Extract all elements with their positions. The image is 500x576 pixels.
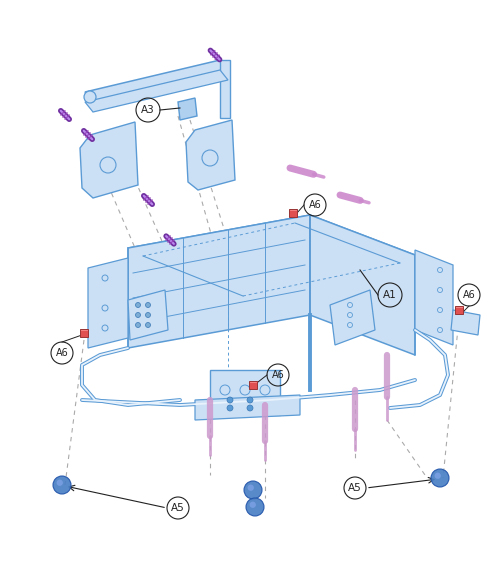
Polygon shape [451, 310, 480, 335]
Polygon shape [330, 290, 375, 345]
Circle shape [136, 302, 140, 308]
Circle shape [84, 91, 96, 103]
Polygon shape [85, 70, 228, 112]
Polygon shape [330, 290, 375, 345]
Polygon shape [186, 120, 235, 190]
Polygon shape [210, 370, 280, 415]
Polygon shape [128, 215, 415, 288]
Polygon shape [88, 258, 128, 348]
Polygon shape [415, 250, 453, 345]
Circle shape [53, 476, 71, 494]
Circle shape [146, 302, 150, 308]
Circle shape [56, 480, 63, 486]
Polygon shape [85, 60, 228, 102]
Polygon shape [310, 215, 415, 355]
Polygon shape [186, 120, 235, 190]
FancyBboxPatch shape [455, 306, 463, 314]
Polygon shape [220, 60, 230, 118]
Polygon shape [128, 290, 168, 340]
FancyBboxPatch shape [289, 209, 297, 217]
Text: A6: A6 [272, 370, 284, 380]
Circle shape [247, 405, 253, 411]
Polygon shape [128, 215, 415, 288]
Circle shape [227, 405, 233, 411]
Polygon shape [80, 122, 138, 198]
Polygon shape [85, 60, 228, 102]
Text: A5: A5 [171, 503, 185, 513]
Circle shape [247, 397, 253, 403]
FancyBboxPatch shape [80, 329, 88, 337]
Polygon shape [80, 122, 138, 198]
Text: A3: A3 [141, 105, 155, 115]
Polygon shape [178, 98, 197, 120]
Circle shape [146, 313, 150, 317]
Circle shape [248, 484, 254, 491]
Polygon shape [415, 250, 453, 345]
Circle shape [431, 469, 449, 487]
Text: A1: A1 [383, 290, 397, 300]
Circle shape [246, 498, 264, 516]
Circle shape [244, 481, 262, 499]
Circle shape [136, 323, 140, 328]
FancyBboxPatch shape [249, 381, 257, 389]
Polygon shape [220, 60, 230, 118]
Polygon shape [210, 370, 280, 415]
Text: A6: A6 [308, 200, 322, 210]
Polygon shape [128, 215, 310, 348]
Polygon shape [451, 310, 480, 335]
Polygon shape [85, 70, 228, 112]
Circle shape [136, 313, 140, 317]
Polygon shape [195, 395, 300, 420]
Polygon shape [195, 395, 300, 420]
Polygon shape [310, 215, 415, 355]
Circle shape [146, 323, 150, 328]
Polygon shape [128, 215, 310, 348]
Polygon shape [88, 258, 128, 348]
Text: A6: A6 [462, 290, 475, 300]
Circle shape [227, 397, 233, 403]
Polygon shape [128, 290, 168, 340]
Circle shape [250, 502, 256, 508]
Text: A5: A5 [348, 483, 362, 493]
Circle shape [434, 472, 441, 479]
Text: A6: A6 [56, 348, 68, 358]
Polygon shape [178, 98, 197, 120]
